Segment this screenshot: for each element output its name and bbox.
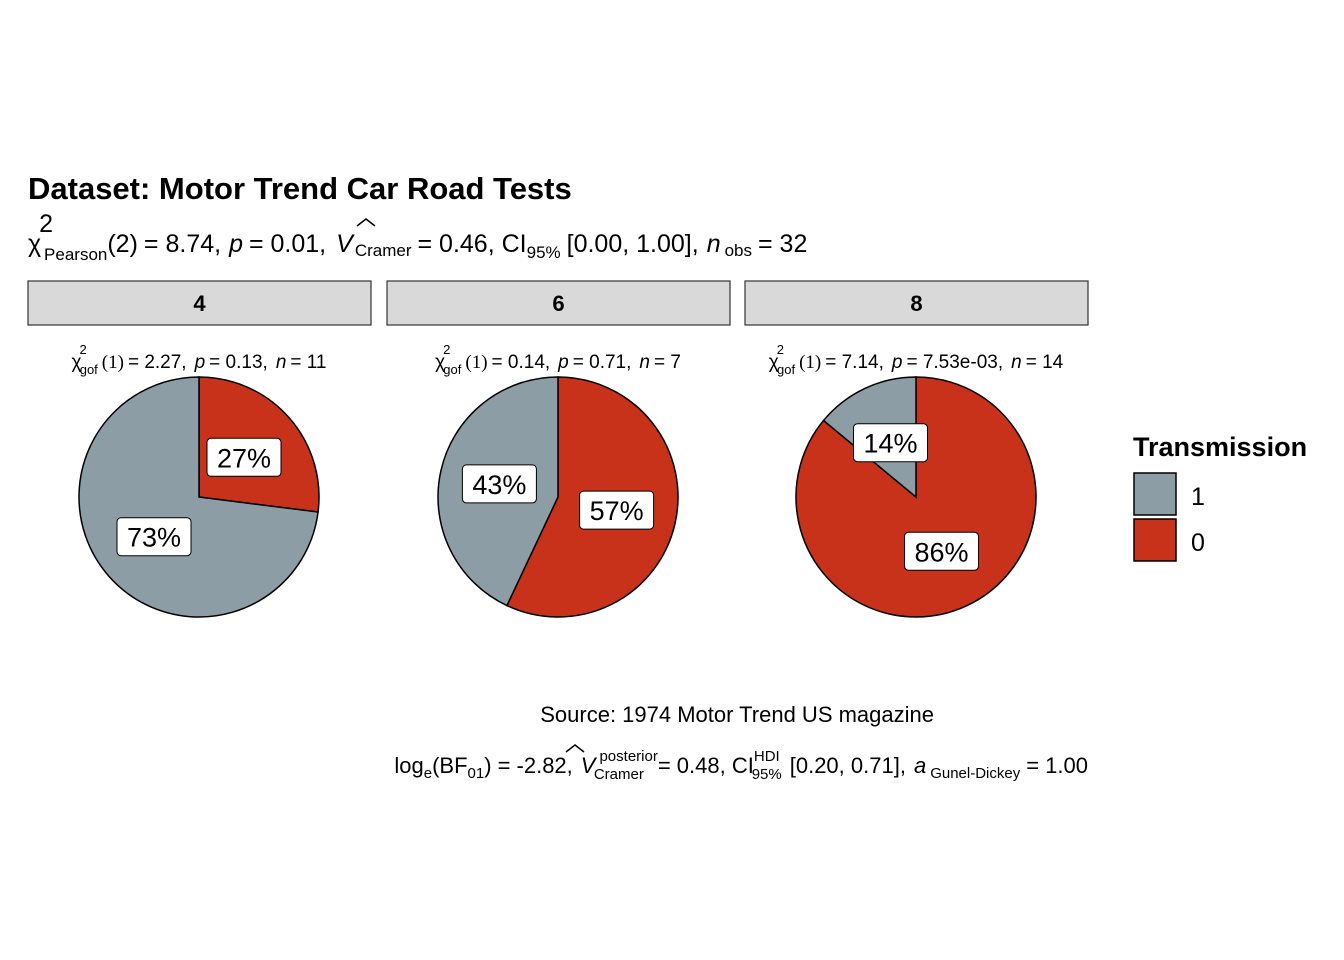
slice-label-box <box>904 531 979 571</box>
v-hat-icon <box>565 744 585 753</box>
pie-slice-1 <box>78 376 319 618</box>
facet-strip-label: 4 <box>193 291 206 316</box>
panel-statistic: χ2 gof (1) = 0.14, p = 0.71, n = 7 <box>435 342 681 377</box>
legend-key-0 <box>1133 518 1177 562</box>
slice-label-box <box>206 437 282 477</box>
facet-strip-8 <box>744 280 1089 326</box>
chart-title: Dataset: Motor Trend Car Road Tests <box>28 171 572 206</box>
slice-label-box <box>579 490 655 530</box>
slice-label: 43% <box>472 470 526 500</box>
legend-label-0: 0 <box>1191 529 1205 557</box>
legend-label-1: 1 <box>1191 483 1205 511</box>
v-hat-icon <box>356 218 376 227</box>
slice-label: 57% <box>590 496 644 526</box>
chart-subtitle: χ2 Pearson(2) = 8.74, p = 0.01, V Cramer = 0.46… <box>28 210 807 264</box>
facet-strip-label: 8 <box>910 291 922 316</box>
legend-key-1 <box>1133 472 1177 516</box>
facet-strip-6 <box>386 280 731 326</box>
facet-strip-4 <box>27 280 372 326</box>
slice-label-box <box>116 517 192 557</box>
caption-source: Source: 1974 Motor Trend US magazine <box>540 702 934 727</box>
facet-strip-label: 6 <box>552 291 564 316</box>
slice-label-box <box>461 464 537 504</box>
legend: Transmission 1 0 <box>1133 432 1307 562</box>
legend-title: Transmission <box>1133 432 1307 462</box>
slice-label: 27% <box>217 443 271 473</box>
panel-statistic: χ2 gof (1) = 2.27, p = 0.13, n = 11 <box>72 342 327 377</box>
slice-label: 73% <box>127 523 181 553</box>
panel-statistic: χ2 gof (1) = 7.14, p = 7.53e-03, n = 14 <box>769 342 1064 377</box>
slice-label: 86% <box>914 537 968 567</box>
facet-panels: 4 χ2 gof (1) = 2.27, p = 0.13, n = 11 27% 73% 6 χ2 go… <box>27 280 1089 618</box>
slice-label-box <box>853 423 928 463</box>
slice-label: 14% <box>863 429 917 459</box>
